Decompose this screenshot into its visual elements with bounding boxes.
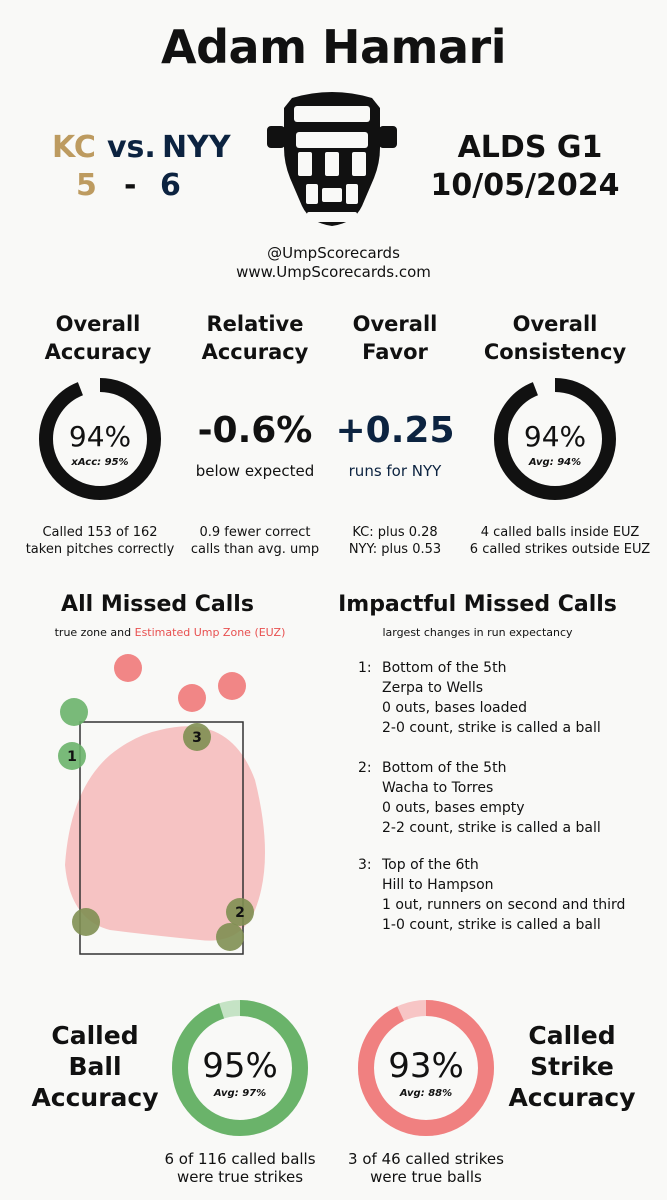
relative-accuracy-value: -0.6%	[197, 410, 313, 451]
missed-call-dot	[72, 908, 100, 936]
overall-accuracy-heading: Overall Accuracy	[44, 312, 152, 364]
missed-call-dot	[58, 742, 86, 770]
overall-favor-sub: runs for NYY	[348, 462, 442, 480]
website: www.UmpScorecards.com	[236, 263, 431, 281]
game-date: 10/05/2024	[430, 168, 620, 203]
missed-calls-legend: true zone and Estimated Ump Zone (EUZ)	[54, 626, 286, 639]
missed-calls-plot: 1 2 3	[58, 654, 265, 955]
umpire-name: Adam Hamari	[161, 20, 506, 74]
umpire-mask-icon	[267, 92, 397, 226]
true-zone	[79, 721, 244, 955]
impactful-item-2: 2: Bottom of the 5th Wacha to Torres 0 ou…	[358, 760, 601, 836]
marker-1: 1	[67, 749, 77, 765]
overall-favor-value: +0.25	[335, 410, 455, 451]
overall-favor-heading: Overall Favor	[352, 312, 438, 364]
overall-consistency-note: 4 called balls inside EUZ 6 called strik…	[469, 525, 651, 557]
euz-shape	[65, 726, 265, 941]
impactful-item-3: 3: Top of the 6th Hill to Hampson 1 out, …	[358, 857, 626, 933]
called-strike-heading: Called Strike Accuracy	[508, 1021, 636, 1112]
overall-consistency-ring	[494, 378, 616, 500]
impactful-subtitle: largest changes in run expectancy	[382, 626, 573, 639]
home-score: 6	[160, 168, 181, 203]
overall-consistency-avg: Avg: 94%	[528, 457, 582, 468]
overall-accuracy-note: Called 153 of 162 taken pitches correctl…	[25, 525, 175, 557]
score-dash: -	[124, 168, 137, 203]
called-strike-note: 3 of 46 called strikes were true balls	[348, 1150, 504, 1186]
relative-accuracy-note: 0.9 fewer correct calls than avg. ump	[190, 525, 320, 557]
overall-favor-note: KC: plus 0.28 NYY: plus 0.53	[348, 525, 442, 557]
overall-consistency-heading: Overall Consistency	[483, 312, 627, 364]
impactful-title: Impactful Missed Calls	[338, 592, 617, 617]
overall-accuracy-ring	[39, 378, 161, 500]
missed-call-dot	[178, 684, 206, 712]
called-ball-ring	[172, 1000, 308, 1136]
missed-call-dot	[226, 898, 254, 926]
called-strike-value: 93%	[388, 1046, 464, 1086]
euz-legend: Estimated Ump Zone (EUZ)	[134, 626, 286, 639]
impactful-item-1: 1: Bottom of the 5th Zerpa to Wells 0 out…	[358, 660, 601, 736]
missed-call-dot	[114, 654, 142, 682]
missed-calls-title: All Missed Calls	[61, 592, 254, 617]
called-ball-avg: Avg: 97%	[213, 1088, 267, 1099]
called-ball-note: 6 of 116 called balls were true strikes	[164, 1150, 316, 1186]
overall-accuracy-xacc: xAcc: 95%	[71, 457, 129, 468]
vs-label: vs.	[107, 130, 156, 165]
home-team: NYY	[162, 130, 231, 165]
overall-accuracy-value: 94%	[68, 420, 132, 453]
called-ball-value: 95%	[202, 1046, 278, 1086]
twitter-handle: @UmpScorecards	[267, 244, 400, 262]
called-ball-heading: Called Ball Accuracy	[31, 1021, 159, 1112]
marker-2: 2	[235, 905, 245, 921]
overall-consistency-value: 94%	[523, 420, 587, 453]
called-strike-avg: Avg: 88%	[399, 1088, 453, 1099]
missed-call-dot	[183, 723, 211, 751]
series-label: ALDS G1	[457, 130, 603, 165]
relative-accuracy-sub: below expected	[195, 462, 315, 480]
away-score: 5	[76, 168, 97, 203]
marker-3: 3	[192, 730, 202, 746]
missed-call-dot	[60, 698, 88, 726]
called-strike-ring	[358, 1000, 494, 1136]
away-team: KC	[52, 130, 96, 165]
missed-call-dot	[218, 672, 246, 700]
missed-call-dot	[216, 923, 244, 951]
relative-accuracy-heading: Relative Accuracy	[201, 312, 309, 364]
